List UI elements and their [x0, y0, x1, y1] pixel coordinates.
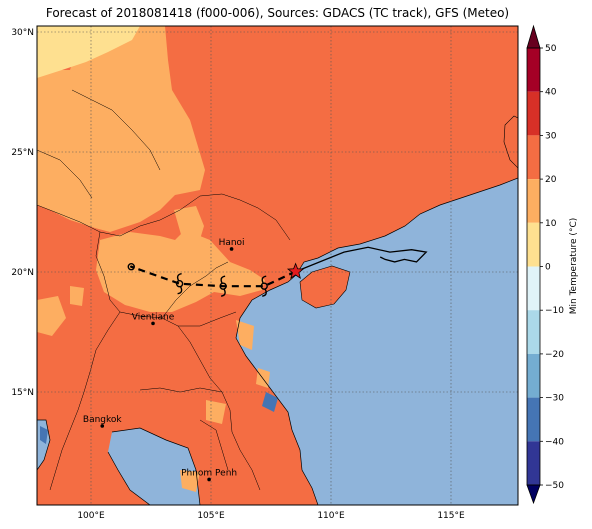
longitude-labels: 100°E 105°E 110°E 115°E [77, 511, 465, 521]
colorbar-label: Min Temperature (°C) [569, 218, 579, 315]
colorbar: 50 40 30 20 10 0 −10 −20 −30 −40 −50 Min Temperatu… [526, 24, 579, 505]
colorbar-band [527, 310, 540, 354]
mild-region [37, 26, 205, 232]
colorbar-band [527, 135, 540, 180]
city-dot-icon [151, 321, 155, 326]
colorbar-band [527, 48, 540, 92]
map-panel[interactable]: Hanoi Vientiane Bangkok Phnom Penh [37, 26, 518, 505]
map-frame [36, 25, 519, 506]
cyclone-symbol-icon [175, 273, 184, 295]
storm-layer [127, 246, 428, 297]
lat-label: 30°N [11, 28, 34, 38]
city-label: Vientiane [132, 312, 175, 322]
cold-patch [262, 392, 278, 412]
colorbar-tick-label: −50 [545, 481, 564, 491]
mild-region [70, 286, 84, 306]
lon-label: 105°E [197, 511, 225, 521]
past-track-line [295, 246, 428, 273]
cyclone-symbol-icon [260, 275, 268, 297]
city-dot-icon [100, 424, 105, 428]
colorbar-band [527, 91, 540, 136]
current-position-star-icon [286, 262, 305, 280]
colorbar-band [527, 179, 540, 223]
city-dot-icon [229, 247, 234, 251]
mild-region [37, 296, 66, 336]
latitude-labels: 30°N 25°N 20°N 15°N [11, 28, 34, 398]
coastlines [37, 177, 518, 505]
city-label: Hanoi [219, 238, 245, 248]
lon-label: 110°E [317, 511, 345, 521]
colorbar-tick-label: 40 [545, 88, 557, 98]
colorbar-band [527, 266, 540, 311]
city-label: Phnom Penh [181, 468, 237, 478]
city-marker[interactable]: Bangkok [83, 415, 123, 428]
lat-label: 20°N [11, 268, 34, 278]
cool-region [37, 26, 140, 78]
city-label: Bangkok [83, 415, 123, 425]
city-marker[interactable]: Hanoi [219, 238, 245, 251]
colorbar-min-arrow-icon [526, 484, 541, 505]
hainan-island [299, 265, 351, 309]
city-layer: Hanoi Vientiane Bangkok Phnom Penh [83, 238, 245, 482]
colorbar-tick-label: 50 [545, 44, 557, 54]
colorbar-tick-label: −20 [545, 350, 564, 360]
colorbar-ticks: 50 40 30 20 10 0 −10 −20 −30 −40 −50 [540, 44, 564, 491]
graticule [37, 26, 518, 505]
mild-region [236, 320, 254, 350]
city-marker[interactable]: Vientiane [132, 312, 175, 326]
colorbar-band [527, 353, 540, 398]
colorbar-tick-label: 10 [545, 219, 557, 229]
cyclone-symbol-icon [219, 275, 227, 297]
lat-label: 15°N [11, 388, 34, 398]
map-title: Forecast of 2018081418 (f000-006), Sourc… [45, 6, 510, 20]
mild-region [96, 230, 265, 312]
lon-label: 115°E [437, 511, 465, 521]
colorbar-tick-label: 30 [545, 131, 557, 141]
sea-region [37, 178, 518, 505]
colorbar-tick-label: −40 [545, 437, 564, 447]
city-dot-icon [207, 477, 211, 482]
colorbar-band [527, 222, 540, 267]
gulf-region [108, 428, 200, 505]
country-borders [37, 89, 291, 491]
forecast-track-line [130, 265, 297, 288]
lon-label: 100°E [77, 511, 105, 521]
lat-label: 25°N [11, 148, 34, 158]
mild-region [180, 470, 200, 492]
colorbar-tick-label: 0 [545, 263, 551, 273]
mild-region [174, 206, 204, 246]
colorbar-tick-label: −10 [545, 306, 564, 316]
colorbar-tick-label: 20 [545, 175, 557, 185]
colorbar-bands [526, 24, 541, 505]
colorbar-band [527, 397, 540, 442]
city-marker[interactable]: Phnom Penh [181, 468, 237, 482]
depression-symbol-icon [127, 263, 135, 271]
cold-patch [40, 426, 48, 444]
colorbar-band [527, 441, 540, 485]
colorbar-max-arrow-icon [526, 24, 541, 49]
taiwan-island [503, 115, 518, 169]
colorbar-tick-label: −30 [545, 394, 564, 404]
